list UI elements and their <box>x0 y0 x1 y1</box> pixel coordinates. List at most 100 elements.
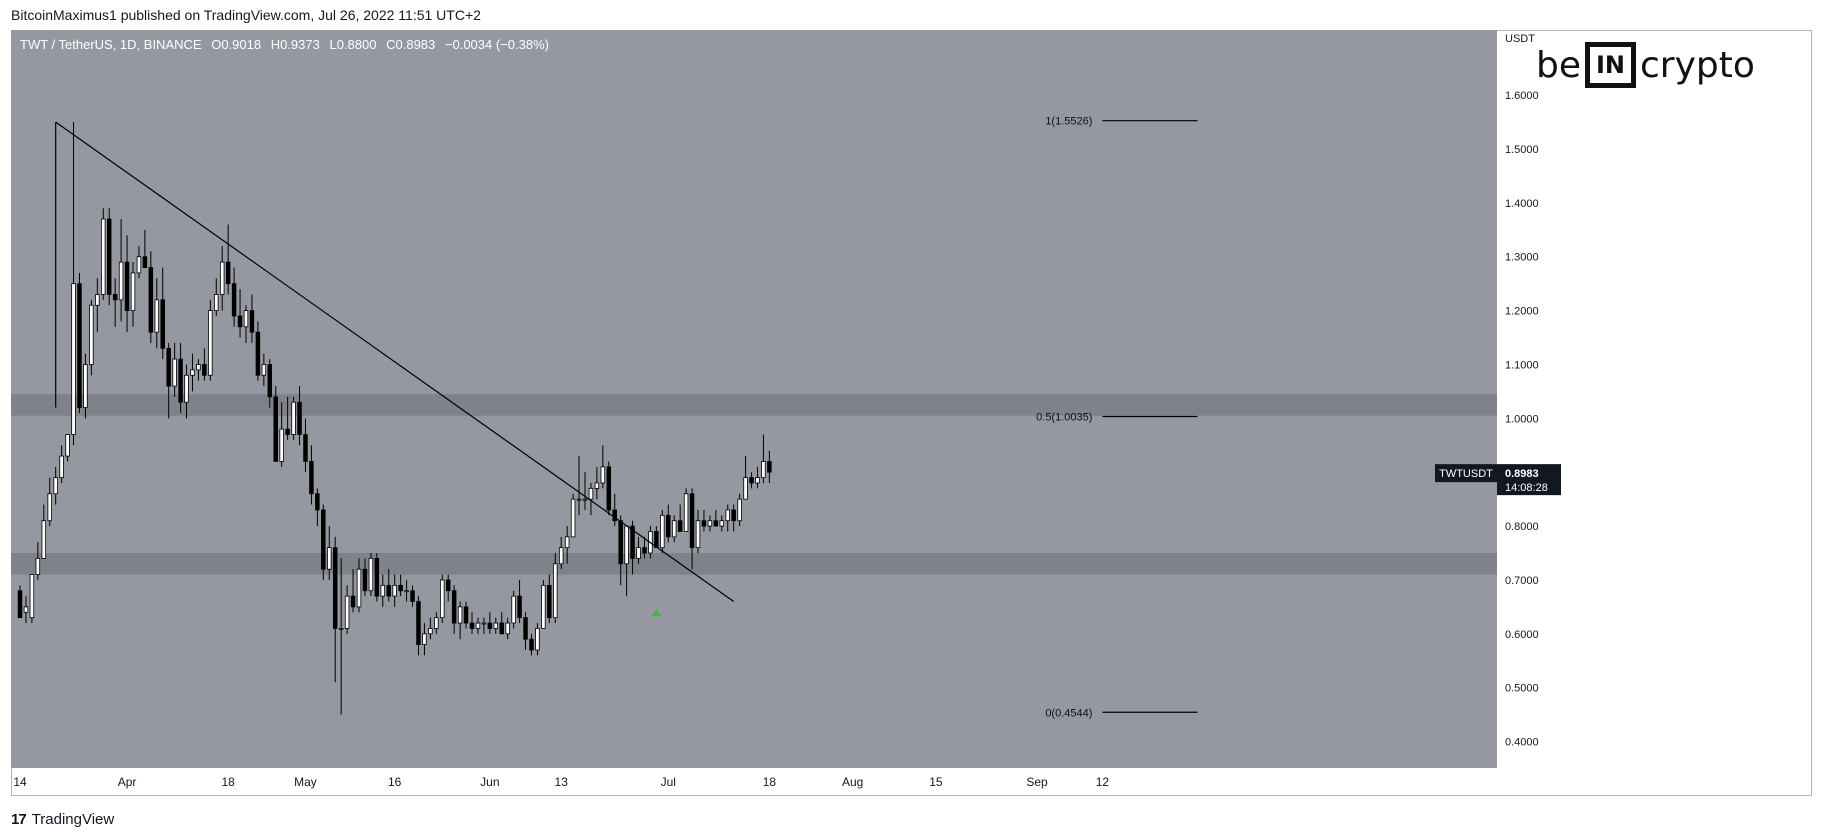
fib-level-label: 1(1.5526) <box>1045 116 1092 128</box>
candle-up <box>755 477 760 484</box>
time-tick-label: Sep <box>1026 775 1048 789</box>
close-label: C <box>386 37 396 52</box>
candle-up <box>101 218 106 295</box>
candle-up <box>172 358 177 387</box>
price-tick-label: 1.2000 <box>1505 306 1539 318</box>
candle-up <box>35 558 41 575</box>
close-value: 0.8983 <box>395 37 436 52</box>
candle-up <box>683 493 689 532</box>
price-tag-background <box>1497 464 1561 496</box>
candle-up <box>558 547 564 565</box>
candle-down <box>178 358 183 403</box>
fib-level-label: 0.5(1.0035) <box>1036 411 1092 423</box>
candle-down <box>463 606 469 624</box>
candle-up <box>47 493 52 522</box>
candle-up <box>505 622 510 635</box>
green-up-arrow-icon <box>651 608 662 617</box>
candle-down <box>303 434 308 462</box>
candle-up <box>422 633 427 646</box>
high-label: H <box>270 37 281 52</box>
horizontal-zone <box>11 394 1497 416</box>
candle-up <box>214 294 219 312</box>
price-tick-label: 1.3000 <box>1505 252 1539 264</box>
publish-header: BitcoinMaximus1 published on TradingView… <box>0 0 1824 30</box>
candle-down <box>487 622 493 629</box>
candle-down <box>202 364 207 376</box>
candle-up <box>95 294 100 306</box>
candle-down <box>309 461 314 495</box>
candle-up <box>428 628 433 635</box>
candle-down <box>321 509 326 570</box>
candle-up <box>356 568 362 608</box>
candle-up <box>53 477 58 495</box>
candle-down <box>547 584 552 619</box>
price-tick-label: 0.5000 <box>1505 683 1539 695</box>
candle-up <box>118 261 124 301</box>
low-value: 0.8800 <box>336 37 377 52</box>
open-label: O <box>211 37 222 52</box>
time-tick-label: Jul <box>661 775 676 789</box>
candle-up <box>553 563 558 619</box>
candle-down <box>749 477 754 484</box>
candle-down <box>606 466 612 511</box>
candle-down <box>410 590 415 602</box>
candle-down <box>231 283 237 317</box>
time-tick-label: Aug <box>842 775 863 789</box>
candle-down <box>398 584 403 592</box>
candle-up <box>695 520 701 549</box>
price-axis-unit: USDT <box>1505 33 1535 45</box>
low-label: L <box>329 37 337 52</box>
candle-down <box>767 461 772 473</box>
candle-down <box>148 267 154 333</box>
support-resistance-zones <box>11 394 1497 575</box>
candle-down <box>142 256 148 268</box>
price-tick-label: 1.4000 <box>1505 198 1539 210</box>
candle-up <box>71 283 76 435</box>
tradingview-footer[interactable]: 17 TradingView <box>11 808 114 830</box>
candle-down <box>249 310 255 333</box>
change-value: −0.0034 (−0.38%) <box>444 37 549 52</box>
time-tick-label: 15 <box>929 775 943 789</box>
time-tick-label: 18 <box>221 775 235 789</box>
candle-down <box>523 617 528 640</box>
candle-down <box>677 520 683 532</box>
candle-down <box>416 601 421 646</box>
price-tick-label: 0.8000 <box>1505 521 1539 533</box>
candle-up <box>392 584 397 597</box>
descending-trendline <box>55 121 735 602</box>
candle-up <box>475 622 481 629</box>
price-axis[interactable]: USDT 1.6000 1.5000 1.4000 1.3000 1.2000 1.1000… <box>1505 33 1539 749</box>
logo-text-in: IN <box>1585 42 1637 88</box>
time-tick-label: Apr <box>118 775 137 789</box>
candle-down <box>285 428 290 435</box>
price-chart[interactable]: 1(1.5526) 0.5(1.0035) 0(0.4544) USDT 1.6000… <box>11 30 1812 796</box>
candle-up <box>737 498 742 522</box>
candle-down <box>689 493 695 549</box>
candle-up <box>594 482 600 489</box>
candle-up <box>130 272 136 312</box>
candle-down <box>517 595 522 619</box>
candle-down <box>124 261 130 312</box>
candle-up <box>588 487 594 500</box>
horizontal-zone <box>11 553 1497 575</box>
candle-up <box>570 498 576 538</box>
candle-down <box>666 514 671 538</box>
candle-up <box>261 364 267 376</box>
price-tag-value: 0.8983 <box>1505 468 1539 480</box>
candle-down <box>499 622 504 635</box>
candle-up <box>136 256 142 274</box>
candle-up <box>29 574 35 619</box>
price-tag-countdown: 14:08:28 <box>1505 482 1548 494</box>
symbol-tag-background <box>1435 464 1497 483</box>
candle-down <box>106 218 112 295</box>
time-axis[interactable]: 14 Apr 18 May 16 Jun 13 Jul 18 Aug 15 Sep 12 <box>13 775 1109 789</box>
candle-down <box>701 520 707 527</box>
current-price-label: TWTUSDT 0.8983 14:08:28 <box>1435 464 1561 496</box>
tradingview-brand: TradingView <box>31 810 115 828</box>
candle-up <box>564 536 570 549</box>
candle-up <box>440 579 445 619</box>
candle-down <box>445 579 451 592</box>
candle-up <box>660 514 665 549</box>
symbol-name: TWT / TetherUS, 1D, BINANCE <box>20 37 202 52</box>
candlestick-series <box>17 122 772 715</box>
